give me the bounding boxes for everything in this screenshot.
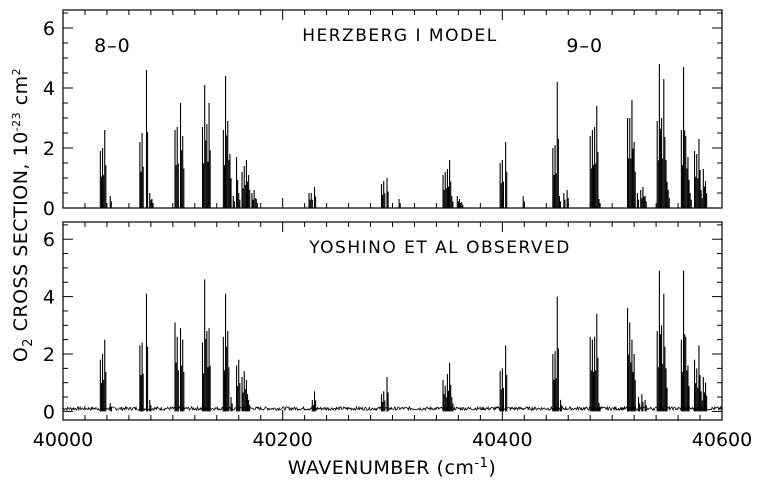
panel-yoshino-noise xyxy=(62,405,723,412)
x-axis-title-close: ) xyxy=(488,457,496,479)
y-axis-title-sup: -23 xyxy=(10,112,23,131)
panel-herzberg-title: HERZBERG I MODEL xyxy=(302,26,498,46)
y-tick-label: 4 xyxy=(43,287,55,309)
y-axis-title-main: O xyxy=(10,347,32,362)
y-axis-title-sub: 2 xyxy=(21,338,36,347)
x-axis-title-sup: -1 xyxy=(474,456,488,471)
x-tick-label: 40000 xyxy=(33,429,93,451)
y-tick-label: 4 xyxy=(43,78,55,100)
y-tick-label: 0 xyxy=(43,401,55,423)
y-tick-label: 6 xyxy=(43,229,55,251)
panel-yoshino-lines xyxy=(99,270,708,412)
y-tick-label: 2 xyxy=(43,138,55,160)
x-tick-label: 40200 xyxy=(252,429,312,451)
band-label-8-0: 8–0 xyxy=(94,35,131,57)
panel-herzberg-ticks: 0 2 4 6 xyxy=(43,10,723,220)
y-axis-title: O2 CROSS SECTION, 10-23 cm2 xyxy=(10,68,36,362)
x-tick-labels: 40000 40200 40400 40600 xyxy=(33,429,752,451)
panel-yoshino-observed: 0 2 4 6 YOSHINO ET AL OBSERVED xyxy=(43,221,723,423)
y-axis-title-unit: cm xyxy=(10,75,32,112)
panel-yoshino-ticks: 0 2 4 6 xyxy=(43,222,723,423)
y-tick-label: 0 xyxy=(43,198,55,220)
x-tick-label: 40600 xyxy=(692,429,752,451)
panel-yoshino-title: YOSHINO ET AL OBSERVED xyxy=(308,238,571,258)
y-tick-label: 2 xyxy=(43,344,55,366)
band-label-9-0: 9–0 xyxy=(566,35,603,57)
x-tick-label: 40400 xyxy=(472,429,532,451)
y-tick-label: 6 xyxy=(43,18,55,40)
y-axis-title-sup2: 2 xyxy=(10,68,23,76)
x-axis-title-main: WAVENUMBER (cm xyxy=(288,457,475,479)
y-axis-title-mid: CROSS SECTION, 10 xyxy=(10,131,32,338)
panel-herzberg-model: 0 2 4 6 HERZBERG I MODEL 8–0 9–0 xyxy=(43,9,723,220)
x-axis-title: WAVENUMBER (cm-1) xyxy=(288,456,497,479)
panel-herzberg-lines xyxy=(63,64,722,209)
